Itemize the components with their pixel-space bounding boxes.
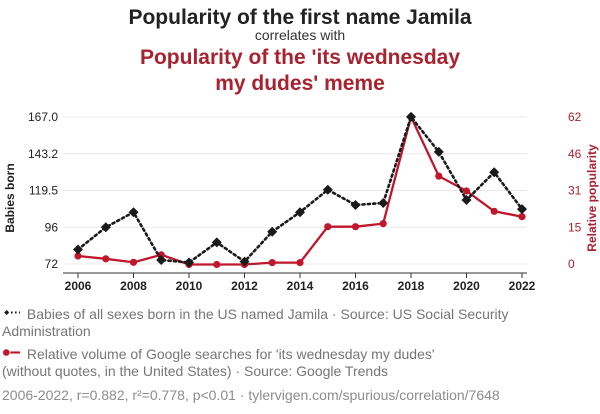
svg-text:2012: 2012 — [231, 279, 258, 293]
svg-text:0: 0 — [568, 257, 575, 271]
svg-text:62: 62 — [568, 110, 582, 124]
svg-text:143.2: 143.2 — [28, 147, 58, 161]
svg-text:72: 72 — [45, 257, 59, 271]
svg-text:119.5: 119.5 — [29, 184, 58, 198]
svg-text:2006: 2006 — [65, 279, 92, 293]
svg-text:Relative popularity: Relative popularity — [585, 144, 599, 252]
svg-text:96: 96 — [45, 220, 59, 234]
svg-text:167.0: 167.0 — [28, 110, 58, 124]
svg-text:2020: 2020 — [453, 279, 480, 293]
svg-text:2016: 2016 — [342, 279, 369, 293]
svg-text:2008: 2008 — [120, 279, 147, 293]
svg-text:2018: 2018 — [398, 279, 425, 293]
svg-text:15: 15 — [568, 220, 582, 234]
svg-text:31: 31 — [568, 184, 582, 198]
svg-text:2022: 2022 — [509, 279, 536, 293]
svg-text:2010: 2010 — [176, 279, 203, 293]
svg-text:46: 46 — [568, 147, 582, 161]
svg-text:Babies born: Babies born — [3, 163, 17, 232]
svg-text:2014: 2014 — [287, 279, 314, 293]
